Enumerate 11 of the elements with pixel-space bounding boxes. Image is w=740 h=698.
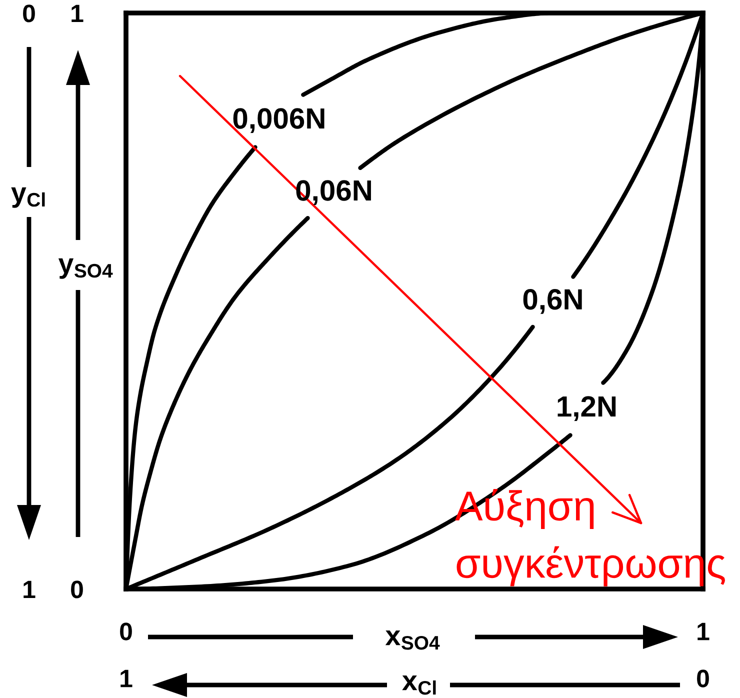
series-label: 0,6N <box>523 289 582 314</box>
x-axis-title: x$_{SO4}$ <box>385 630 440 650</box>
y2-axis-title: y$_{Cl}$ <box>11 187 45 208</box>
x2-axis-title: x$_{Cl}$ <box>402 675 436 695</box>
y-axis-title: y$_{SO4}$ <box>58 258 113 279</box>
series-label: 0,006N <box>233 108 324 134</box>
series-label: 1,2N <box>558 396 616 422</box>
y2-tick-label: 0 <box>23 4 35 22</box>
x2-tick-label: 0 <box>697 670 709 688</box>
x2-tick-label: 1 <box>120 670 132 688</box>
y2-tick-label: 1 <box>24 580 36 598</box>
